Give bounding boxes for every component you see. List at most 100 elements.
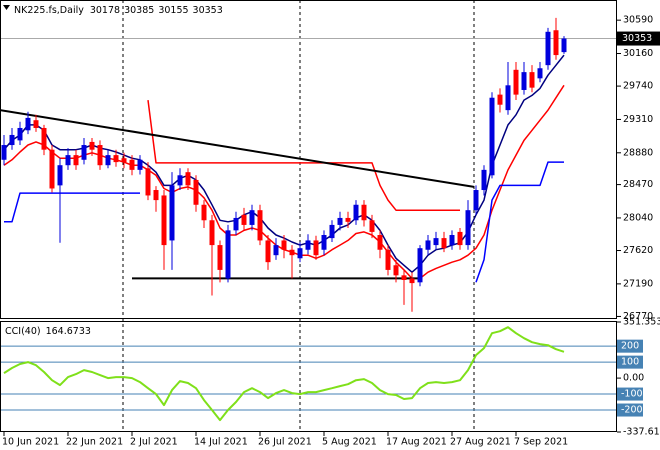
candle-body: [545, 31, 551, 66]
x-tick-label: 27 Aug 2021: [450, 437, 511, 448]
candle-body: [417, 248, 423, 283]
candle-body: [353, 204, 359, 221]
candle-body: [313, 240, 319, 256]
candle-body: [329, 224, 335, 239]
y-tick-label: 29740: [623, 81, 653, 92]
candle-body: [465, 210, 471, 246]
y-tick-label: 28470: [623, 179, 653, 190]
candle-body: [97, 145, 103, 166]
line: [0, 109, 475, 188]
level-label: 100: [621, 357, 639, 368]
candle-body: [561, 38, 567, 53]
candle-body: [513, 69, 519, 95]
candle-body: [497, 94, 503, 105]
candle-body: [121, 158, 127, 163]
candle-body: [281, 240, 287, 250]
x-tick-label: 7 Sep 2021: [514, 437, 568, 448]
candle-body: [401, 275, 407, 280]
candle-body: [433, 238, 439, 246]
candle-body: [193, 179, 199, 205]
candle-body: [289, 249, 295, 256]
candle-body: [89, 141, 95, 150]
cci-value: 164.6733: [46, 326, 91, 337]
candle-body: [209, 220, 215, 246]
candle-body: [225, 230, 231, 279]
indicator-title: CCI(40) 164.6733: [5, 326, 91, 337]
candle-body: [81, 145, 87, 160]
chart-title: NK225.fs,Daily 30178 30385 30155 30353: [14, 5, 223, 16]
high-value: 30385: [124, 5, 154, 16]
candle-body: [505, 85, 511, 111]
x-tick-label: 5 Aug 2021: [322, 437, 377, 448]
price-pane: [0, 0, 617, 319]
candle-body: [113, 155, 119, 163]
candle-body: [409, 278, 415, 284]
candle-body: [265, 240, 271, 263]
candle-body: [177, 175, 183, 186]
candle-body: [393, 265, 399, 276]
line: [147, 100, 460, 211]
candle-body: [9, 134, 15, 146]
x-tick-label: 14 Jul 2021: [194, 437, 248, 448]
candle-body: [449, 235, 455, 246]
x-tick-label: 17 Aug 2021: [386, 437, 447, 448]
candle-body: [521, 72, 527, 90]
candle-body: [57, 165, 63, 186]
candle-body: [1, 145, 7, 160]
candle-body: [73, 155, 79, 166]
y-tick-label: 0.00: [623, 373, 644, 384]
y-tick-label: 30160: [623, 48, 653, 59]
x-tick-label: 26 Jul 2021: [258, 437, 312, 448]
candle-body: [337, 217, 343, 225]
candle-body: [473, 190, 479, 211]
candle-body: [321, 235, 327, 250]
low-value: 30155: [158, 5, 188, 16]
y-tick-label: 351.3536: [623, 317, 660, 328]
candle-body: [65, 155, 71, 166]
candle-body: [457, 231, 463, 246]
candle-body: [537, 68, 543, 79]
candle-body: [481, 169, 487, 191]
candle-body: [425, 240, 431, 250]
candle-body: [361, 204, 367, 221]
candle-body: [273, 245, 279, 256]
last-price-tag: [617, 31, 660, 46]
menu-icon[interactable]: [3, 5, 10, 10]
level-tag: [617, 387, 643, 401]
candle-body: [233, 217, 239, 231]
candle-body: [489, 97, 495, 176]
cci-pane: [0, 321, 617, 432]
y-tick-label: 26770: [623, 311, 653, 322]
candle-body: [201, 204, 207, 221]
candle-body: [137, 159, 143, 170]
level-label: -100: [621, 389, 643, 400]
candle-body: [185, 172, 191, 186]
level-tag: [617, 339, 643, 353]
x-tick-label: 22 Jun 2021: [66, 437, 123, 448]
candle-body: [297, 248, 303, 259]
close-value: 30353: [193, 5, 223, 16]
candle-body: [17, 127, 23, 141]
x-tick-label: 2 Jul 2021: [130, 437, 178, 448]
candle-body: [305, 240, 311, 250]
line: [4, 161, 564, 283]
candle-body: [217, 245, 223, 270]
y-tick-label: 29310: [623, 114, 653, 125]
plot-layer: [0, 17, 617, 422]
level-label: -200: [621, 405, 643, 416]
candle-body: [257, 210, 263, 241]
line: [3, 326, 565, 422]
symbol: NK225.fs,Daily: [14, 5, 84, 16]
last-price-label: 30353: [622, 33, 652, 44]
level-tag: [617, 355, 643, 369]
candle-body: [369, 220, 375, 232]
candle-body: [385, 249, 391, 270]
candle-body: [25, 117, 31, 131]
y-tick-label: 27620: [623, 245, 653, 256]
y-tick-label: 28040: [623, 212, 653, 223]
x-tick-label: 10 Jun 2021: [2, 437, 59, 448]
y-tick-label: 30590: [623, 15, 653, 26]
candle-body: [345, 217, 351, 222]
y-tick-label: -337.618: [623, 427, 660, 438]
